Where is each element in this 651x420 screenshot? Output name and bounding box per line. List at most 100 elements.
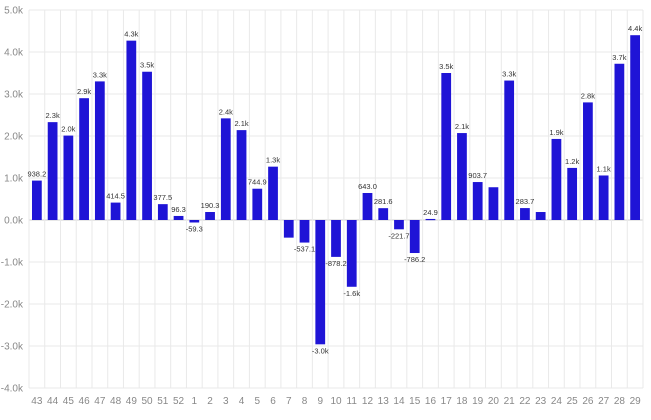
y-tick-label: 1.0k [4, 174, 24, 185]
bar-12[interactable] [362, 192, 373, 220]
x-tick-label: 50 [142, 396, 154, 407]
data-label: -786.2 [404, 255, 425, 264]
x-tick-label: 51 [157, 396, 169, 407]
bar-50[interactable] [142, 71, 152, 221]
x-tick-label: 8 [302, 396, 308, 407]
bar-15[interactable] [409, 220, 420, 254]
bar-48[interactable] [110, 202, 121, 220]
y-tick-label: 0.0k [4, 216, 24, 227]
bar-27[interactable] [598, 175, 609, 220]
bar-2[interactable] [205, 212, 215, 220]
data-label: -221.7 [388, 231, 409, 240]
bar-45[interactable] [63, 135, 74, 220]
bar-46[interactable] [79, 98, 89, 220]
data-label: 2.9k [77, 87, 91, 96]
data-label: 643.0 [358, 182, 377, 191]
data-label: -537.1 [294, 245, 315, 254]
x-tick-label: 16 [425, 396, 437, 407]
bar-9[interactable] [315, 220, 326, 345]
bar-44[interactable] [47, 122, 58, 220]
bar-8[interactable] [299, 220, 310, 243]
x-tick-label: 46 [79, 396, 91, 407]
x-tick-label: 49 [126, 396, 138, 407]
y-tick-label: -1.0k [1, 258, 24, 269]
x-tick-label: 13 [378, 396, 390, 407]
bar-47[interactable] [94, 81, 105, 221]
y-tick-label: 4.0k [4, 48, 24, 59]
y-tick-label: -3.0k [1, 342, 24, 353]
x-tick-label: 6 [270, 396, 276, 407]
bar-22[interactable] [520, 208, 530, 220]
x-tick-label: 15 [409, 396, 421, 407]
bar-17[interactable] [441, 73, 452, 220]
x-tick-label: 7 [286, 396, 292, 407]
bar-21[interactable] [504, 80, 515, 220]
data-label: 283.7 [516, 197, 535, 206]
data-label: 24.9 [423, 208, 438, 217]
data-label: 414.5 [106, 192, 125, 201]
data-label: 1.3k [266, 156, 280, 165]
data-label: 3.5k [140, 61, 154, 70]
bar-28[interactable] [614, 63, 625, 221]
bar-43[interactable] [31, 180, 42, 220]
data-label: 3.7k [612, 53, 626, 62]
x-tick-label: 11 [347, 396, 358, 407]
bar-7[interactable] [283, 220, 294, 238]
x-tick-label: 3 [223, 396, 229, 407]
data-label: 903.7 [468, 171, 487, 180]
bar-5[interactable] [252, 188, 263, 220]
bar-26[interactable] [583, 102, 593, 220]
x-tick-label: 23 [535, 396, 547, 407]
data-label: -878.2 [325, 259, 346, 268]
bar-51[interactable] [157, 204, 168, 220]
bar-3[interactable] [220, 118, 231, 220]
data-label: 938.2 [27, 170, 46, 179]
x-tick-label: 20 [488, 396, 500, 407]
bar-24[interactable] [551, 138, 562, 220]
x-tick-label: 47 [94, 396, 106, 407]
data-label: 4.4k [628, 24, 642, 33]
bar-14[interactable] [394, 220, 404, 230]
x-tick-label: 5 [255, 396, 261, 407]
bar-1[interactable] [189, 220, 200, 223]
data-label: 2.8k [581, 91, 595, 100]
x-tick-label: 12 [362, 396, 374, 407]
data-label: -1.6k [343, 289, 360, 298]
y-tick-label: 3.0k [4, 90, 24, 101]
data-label: 4.3k [124, 30, 138, 39]
x-tick-label: 24 [551, 396, 563, 407]
x-tick-label: 18 [456, 396, 468, 407]
x-tick-label: 26 [582, 396, 594, 407]
x-tick-label: 17 [441, 396, 453, 407]
x-tick-label: 21 [504, 396, 516, 407]
data-label: 1.1k [597, 164, 611, 173]
x-tick-label: 48 [110, 396, 122, 407]
bar-29[interactable] [630, 35, 641, 221]
data-label: 3.5k [439, 62, 453, 71]
x-tick-label: 1 [192, 396, 198, 407]
bar-4[interactable] [236, 130, 247, 220]
bar-25[interactable] [567, 167, 578, 220]
bar-11[interactable] [346, 220, 357, 287]
x-tick-label: 27 [598, 396, 610, 407]
x-tick-label: 44 [47, 396, 59, 407]
x-tick-label: 52 [173, 396, 185, 407]
x-tick-label: 9 [317, 396, 323, 407]
bar-52[interactable] [173, 215, 184, 220]
data-label: 1.2k [565, 157, 579, 166]
x-tick-label: 19 [472, 396, 484, 407]
bar-18[interactable] [457, 133, 467, 220]
bar-10[interactable] [331, 220, 341, 257]
bar-16[interactable] [425, 218, 436, 221]
bar-19[interactable] [472, 182, 483, 220]
x-tick-label: 2 [207, 396, 213, 407]
bar-23[interactable] [535, 212, 546, 220]
bar-13[interactable] [378, 208, 389, 220]
x-tick-label: 10 [330, 396, 342, 407]
data-label: 2.3k [46, 111, 60, 120]
bar-6[interactable] [268, 166, 278, 220]
x-tick-label: 25 [567, 396, 579, 407]
bar-20[interactable] [488, 187, 499, 220]
bar-49[interactable] [126, 40, 137, 220]
